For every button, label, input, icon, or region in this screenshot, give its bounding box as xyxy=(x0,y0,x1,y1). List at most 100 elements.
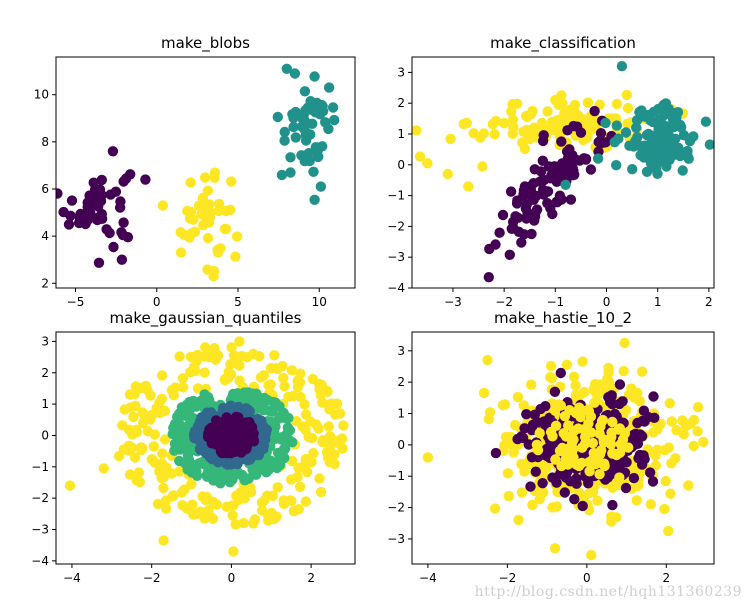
scatter-point xyxy=(525,481,536,492)
scatter-point xyxy=(528,129,539,140)
x-tick-label: 0 xyxy=(583,571,591,585)
scatter-point xyxy=(510,419,521,431)
scatter-point xyxy=(503,490,514,502)
scatter-point xyxy=(149,457,160,468)
scatter-point xyxy=(338,420,349,431)
scatter-point xyxy=(602,373,613,385)
scatter-point xyxy=(177,373,189,384)
scatter-point xyxy=(622,102,634,114)
scatter-point xyxy=(205,407,217,418)
scatter-point xyxy=(269,350,280,361)
scatter-point xyxy=(206,431,217,443)
scatter-point xyxy=(636,142,648,153)
scatter-point xyxy=(461,117,473,129)
y-tick-label: 4 xyxy=(41,229,49,243)
scatter-point xyxy=(175,247,187,258)
scatter-point xyxy=(582,97,594,108)
scatter-point xyxy=(531,439,543,450)
scatter-point xyxy=(158,535,169,546)
scatter-point xyxy=(285,167,296,178)
scatter-point xyxy=(63,219,75,230)
x-tick-label: 5 xyxy=(234,295,242,309)
scatter-point xyxy=(207,513,219,524)
scatter-point xyxy=(594,469,605,480)
scatter-point xyxy=(546,441,557,452)
scatter-point xyxy=(243,424,254,435)
scatter-point xyxy=(477,161,488,172)
y-tick-label: 1 xyxy=(397,127,405,141)
scatter-point xyxy=(140,380,151,392)
scatter-point xyxy=(516,487,528,498)
scatter-point xyxy=(309,194,320,205)
scatter-point xyxy=(243,473,254,484)
scatter-point xyxy=(565,194,577,205)
scatter-point xyxy=(129,452,141,463)
scatter-point xyxy=(607,398,618,410)
scatter-point xyxy=(553,195,564,207)
panel-make-hastie-10-2: make_hastie_10_2 −4 −2 0 2 −3 −2 −1 0 1 2 3 xyxy=(387,309,715,585)
scatter-point xyxy=(570,389,582,401)
scatter-point xyxy=(228,350,240,361)
scatter-point xyxy=(589,105,600,117)
scatter-point xyxy=(618,365,629,377)
scatter-point xyxy=(212,247,224,258)
scatter-point xyxy=(64,480,76,491)
scatter-point xyxy=(583,406,595,417)
scatter-point xyxy=(588,447,599,459)
scatter-point xyxy=(587,437,598,449)
scatter-point xyxy=(136,445,147,456)
scatter-point xyxy=(516,237,527,248)
scatter-point xyxy=(487,119,498,130)
scatter-point xyxy=(678,429,689,440)
scatter-point xyxy=(445,133,456,145)
scatter-point xyxy=(209,167,221,178)
scatter-point xyxy=(204,199,215,210)
scatter-point xyxy=(156,393,167,404)
scatter-point xyxy=(683,153,694,164)
scatter-point xyxy=(556,136,567,147)
scatter-point xyxy=(549,543,561,554)
y-tick-label: 2 xyxy=(397,96,405,110)
scatter-point xyxy=(673,142,684,153)
chart-title: make_gaussian_quantiles xyxy=(110,309,302,328)
y-tick-label: −2 xyxy=(387,219,405,233)
scatter-point xyxy=(232,388,243,399)
x-tick-label: 0 xyxy=(603,295,611,309)
axes-frame xyxy=(411,331,715,565)
scatter-point xyxy=(278,372,289,384)
scatter-point xyxy=(317,436,328,448)
scatter-point xyxy=(119,404,130,415)
scatter-point xyxy=(683,480,694,491)
scatter-point xyxy=(614,379,626,390)
scatter-point xyxy=(620,127,632,138)
scatter-point xyxy=(700,116,712,127)
scatter-point xyxy=(550,94,561,106)
scatter-point xyxy=(200,342,211,353)
scatter-point xyxy=(553,163,564,174)
x-tick-label: −4 xyxy=(63,571,81,585)
scatter-point xyxy=(648,162,660,173)
x-tick-label: 2 xyxy=(662,571,670,585)
scatter-point xyxy=(526,228,537,240)
scatter-point xyxy=(198,458,210,470)
scatter-point xyxy=(549,386,561,397)
scatter-point xyxy=(183,403,194,414)
chart-title: make_blobs xyxy=(161,34,250,53)
scatter-point xyxy=(704,139,714,150)
scatter-point xyxy=(578,424,590,435)
scatter-point xyxy=(98,463,110,474)
scatter-point xyxy=(199,367,210,378)
scatter-point xyxy=(563,151,574,162)
y-tick-label: 8 xyxy=(41,135,49,149)
scatter-point xyxy=(252,413,264,425)
scatter-point xyxy=(185,177,196,188)
scatter-point xyxy=(616,60,628,72)
y-tick-label: 2 xyxy=(41,366,49,380)
y-tick-label: 3 xyxy=(41,334,49,348)
scatter-point xyxy=(614,423,626,434)
scatter-point xyxy=(648,140,660,152)
scatter-point xyxy=(599,458,610,469)
scatter-point xyxy=(525,109,537,120)
scatter-point xyxy=(219,223,231,235)
scatter-point xyxy=(529,164,540,175)
